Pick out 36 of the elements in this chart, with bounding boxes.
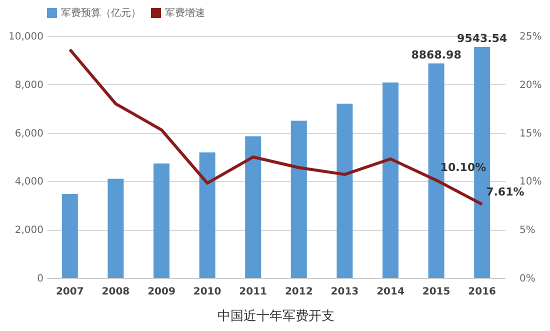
y2-tick-label: 10% [520, 176, 542, 188]
y-tick-label: 4,000 [14, 176, 44, 188]
bar [154, 164, 170, 278]
y2-tick-label: 15% [520, 128, 542, 140]
x-tick-label: 2014 [376, 286, 404, 298]
bar [290, 120, 307, 278]
bar [62, 194, 78, 278]
bar [108, 178, 124, 278]
x-tick-label: 2009 [148, 286, 176, 298]
y-tick-label: 0 [37, 274, 44, 284]
x-tick-label: 2013 [330, 286, 359, 298]
data-label: 9543.54 [457, 32, 508, 46]
bar [245, 136, 262, 278]
y2-tick-label: 5% [520, 225, 536, 236]
y-tick-label: 2,000 [14, 225, 44, 236]
y2-tick-label: 25% [520, 32, 542, 42]
y-tick-label: 6,000 [14, 128, 44, 140]
text: 中国近十年军费开支 [218, 309, 334, 324]
x-tick-label: 2015 [422, 286, 450, 298]
bar [336, 104, 353, 278]
x-tick-label: 2008 [102, 286, 130, 298]
legend-label: 军费预算（亿元） [61, 7, 141, 19]
x-tick-label: 2012 [284, 286, 313, 298]
line-series [68, 48, 484, 206]
x-tick-label: 2011 [239, 286, 268, 298]
bar [382, 82, 398, 278]
x-tick-label: 2007 [56, 286, 84, 298]
data-label: 8868.98 [411, 48, 462, 62]
x-tick-label: 2010 [193, 286, 222, 298]
y-tick-label: 10,000 [8, 32, 44, 42]
y-tick-label: 8,000 [14, 80, 44, 91]
legend-label: 军费增速 [165, 7, 205, 19]
x-tick-label: 2016 [468, 286, 496, 298]
y2-tick-label: 0% [520, 274, 536, 284]
y2-tick-label: 20% [520, 80, 542, 91]
bar [199, 152, 216, 278]
